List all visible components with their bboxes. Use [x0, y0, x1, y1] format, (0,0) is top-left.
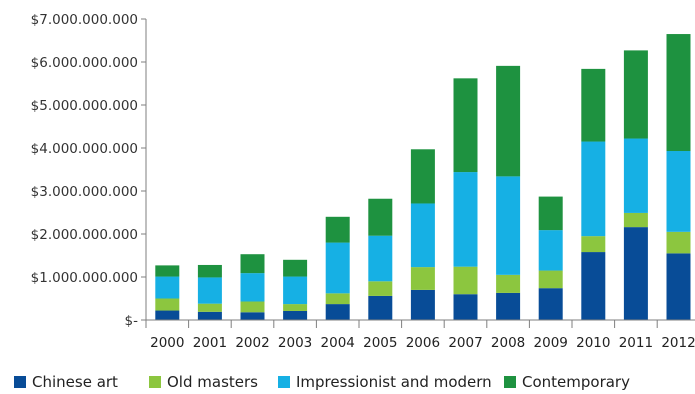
bar-contemporary-2003: [283, 259, 308, 277]
x-tick-label: 2006: [406, 335, 440, 351]
bar-chinese-art-2005: [368, 295, 393, 320]
bar-old-masters-2009: [538, 270, 563, 289]
y-tick-label: $4.000.000.000: [31, 141, 138, 157]
legend-label: Chinese art: [32, 373, 118, 391]
bar-impressionist-and-modern-2005: [368, 235, 393, 282]
y-tick-label: $1.000.000.000: [31, 270, 138, 286]
bar-impressionist-and-modern-2008: [496, 176, 521, 275]
bar-old-masters-2001: [197, 303, 222, 312]
bar-contemporary-2000: [155, 265, 180, 277]
bar-contemporary-2010: [581, 68, 606, 142]
legend-item: Chinese art: [14, 373, 118, 391]
x-tick-label: 2009: [534, 335, 568, 351]
bar-contemporary-2004: [325, 216, 350, 243]
bar-old-masters-2004: [325, 293, 350, 305]
bar-impressionist-and-modern-2009: [538, 230, 563, 271]
bar-contemporary-2008: [496, 65, 521, 177]
x-tick-label: 2010: [576, 335, 610, 351]
y-tick-label: $5.000.000.000: [31, 98, 138, 114]
bar-contemporary-2001: [197, 264, 222, 278]
bar-impressionist-and-modern-2002: [240, 273, 265, 302]
bar-old-masters-2008: [496, 274, 521, 293]
bar-contemporary-2005: [368, 198, 393, 236]
legend-item: Impressionist and modern: [278, 373, 492, 391]
bar-old-masters-2012: [666, 231, 691, 254]
bar-old-masters-2010: [581, 236, 606, 253]
bar-chinese-art-2011: [623, 227, 648, 320]
bar-chinese-art-2006: [410, 289, 435, 320]
legend-label: Contemporary: [522, 373, 630, 391]
y-tick-label: $7.000.000.000: [31, 12, 138, 28]
y-tick-label: $6.000.000.000: [31, 55, 138, 71]
legend-label: Old masters: [167, 373, 258, 391]
y-axis: $- $1.000.000.000 $2.000.000.000 $3.000.000…: [31, 12, 147, 329]
bar-chinese-art-2003: [283, 310, 308, 320]
x-tick-label: 2011: [619, 335, 653, 351]
x-tick-label: 2008: [491, 335, 525, 351]
legend-label: Impressionist and modern: [296, 373, 492, 391]
bar-old-masters-2007: [453, 266, 478, 295]
x-tick-label: 2007: [448, 335, 482, 351]
bar-impressionist-and-modern-2001: [197, 277, 222, 304]
bar-impressionist-and-modern-2004: [325, 242, 350, 294]
bar-contemporary-2009: [538, 196, 563, 231]
bar-impressionist-and-modern-2003: [283, 276, 308, 305]
y-tick-label: $2.000.000.000: [31, 227, 138, 243]
bar-contemporary-2011: [623, 50, 648, 139]
bar-chinese-art-2012: [666, 253, 691, 320]
bar-chinese-art-2009: [538, 288, 563, 320]
legend-item: Old masters: [149, 373, 258, 391]
bar-old-masters-2003: [283, 304, 308, 311]
bar-impressionist-and-modern-2006: [410, 203, 435, 268]
legend: Chinese art Old masters Impressionist and …: [0, 373, 695, 393]
bar-contemporary-2007: [453, 78, 478, 173]
y-tick-label: $-: [125, 313, 139, 329]
bar-chinese-art-2004: [325, 304, 350, 320]
legend-item: Contemporary: [504, 373, 630, 391]
bar-contemporary-2006: [410, 149, 435, 204]
y-tick-label: $3.000.000.000: [31, 184, 138, 200]
bar-contemporary-2012: [666, 34, 691, 152]
bar-old-masters-2000: [155, 298, 180, 311]
stacked-bar-chart: $- $1.000.000.000 $2.000.000.000 $3.000.000…: [31, 12, 695, 351]
bar-old-masters-2011: [623, 212, 648, 228]
legend-swatch: [149, 376, 161, 388]
bar-impressionist-and-modern-2010: [581, 141, 606, 237]
x-tick-label: 2002: [235, 335, 269, 351]
legend-swatch: [278, 376, 290, 388]
bar-chinese-art-2001: [197, 311, 222, 320]
bar-chinese-art-2000: [155, 310, 180, 320]
bar-chinese-art-2002: [240, 312, 265, 320]
bar-chinese-art-2010: [581, 252, 606, 320]
bar-impressionist-and-modern-2007: [453, 172, 478, 267]
x-tick-label: 2005: [363, 335, 397, 351]
bar-impressionist-and-modern-2000: [155, 276, 180, 299]
bar-chinese-art-2008: [496, 292, 521, 320]
x-tick-label: 2004: [321, 335, 355, 351]
legend-swatch: [14, 376, 26, 388]
bar-impressionist-and-modern-2012: [666, 151, 691, 232]
bar-old-masters-2006: [410, 267, 435, 290]
legend-swatch: [504, 376, 516, 388]
x-tick-label: 2012: [661, 335, 695, 351]
bar-old-masters-2005: [368, 281, 393, 296]
x-axis: 2000 2001 2002 2003 2004 2005 2006 2007 2008 2009…: [145, 319, 695, 351]
x-tick-label: 2001: [193, 335, 227, 351]
bar-contemporary-2002: [240, 254, 265, 274]
bars: [155, 34, 691, 320]
bar-old-masters-2002: [240, 301, 265, 313]
bar-impressionist-and-modern-2011: [623, 138, 648, 213]
bar-chinese-art-2007: [453, 294, 478, 320]
x-tick-label: 2000: [150, 335, 184, 351]
x-tick-label: 2003: [278, 335, 312, 351]
